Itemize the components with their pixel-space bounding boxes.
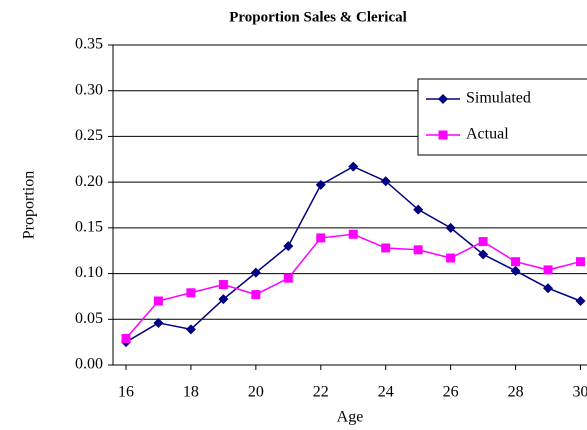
y-tick-label: 0.20	[75, 173, 103, 190]
point	[543, 283, 554, 294]
point	[348, 161, 359, 172]
legend-label: Simulated	[466, 90, 531, 107]
point	[511, 257, 521, 267]
y-tick-label: 0.25	[75, 127, 103, 144]
point	[153, 296, 163, 306]
y-tick-label: 0.35	[75, 36, 103, 53]
point	[218, 280, 228, 290]
x-tick-label: 20	[248, 384, 264, 401]
y-axis-label: Proportion	[21, 171, 38, 239]
point	[316, 233, 326, 243]
x-tick-label: 18	[183, 384, 199, 401]
legend-label: Actual	[466, 126, 509, 143]
point	[185, 324, 196, 335]
point	[446, 253, 456, 263]
point	[153, 317, 164, 328]
y-tick-label: 0.30	[75, 81, 103, 98]
x-tick-label: 24	[378, 384, 394, 401]
point	[315, 179, 326, 190]
x-axis-label: Age	[337, 409, 364, 426]
point	[413, 245, 423, 255]
y-tick-label: 0.15	[75, 219, 103, 236]
legend-marker	[438, 94, 448, 104]
point	[348, 229, 358, 239]
point	[121, 333, 131, 343]
point	[445, 222, 456, 233]
point	[380, 176, 391, 187]
series-line	[125, 233, 581, 339]
series-line	[125, 165, 581, 343]
point	[186, 288, 196, 298]
point	[251, 290, 261, 300]
x-tick-label: 26	[443, 384, 459, 401]
chart-title: Proportion Sales & Clerical	[229, 9, 407, 25]
legend-marker	[438, 130, 448, 140]
point	[413, 204, 424, 215]
legend-box	[417, 78, 587, 156]
x-tick-label: 16	[118, 384, 134, 401]
y-tick-label: 0.05	[75, 310, 103, 327]
point	[381, 243, 391, 253]
point	[543, 265, 553, 275]
point	[283, 241, 294, 252]
x-tick-label: 28	[508, 384, 524, 401]
point	[575, 296, 586, 306]
point	[250, 267, 261, 278]
point	[478, 249, 489, 260]
y-tick-label: 0.00	[75, 356, 103, 373]
point	[510, 265, 521, 276]
y-tick-label: 0.10	[75, 264, 103, 281]
point	[283, 273, 293, 283]
point	[576, 257, 586, 267]
point	[218, 294, 229, 305]
x-tick-label: 22	[313, 384, 329, 401]
point	[478, 237, 488, 247]
x-tick-label: 30	[573, 384, 587, 401]
